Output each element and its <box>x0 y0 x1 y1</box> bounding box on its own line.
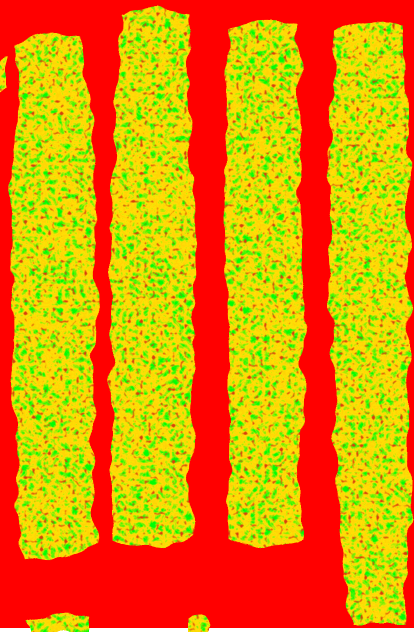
crop-rows <box>0 7 410 632</box>
crop-patch <box>185 616 212 632</box>
crop-patch <box>0 58 8 92</box>
crop-row <box>328 20 410 626</box>
crop-row <box>224 20 304 548</box>
crop-row <box>12 35 96 561</box>
crop-patch <box>30 615 90 632</box>
crop-row <box>110 7 196 548</box>
